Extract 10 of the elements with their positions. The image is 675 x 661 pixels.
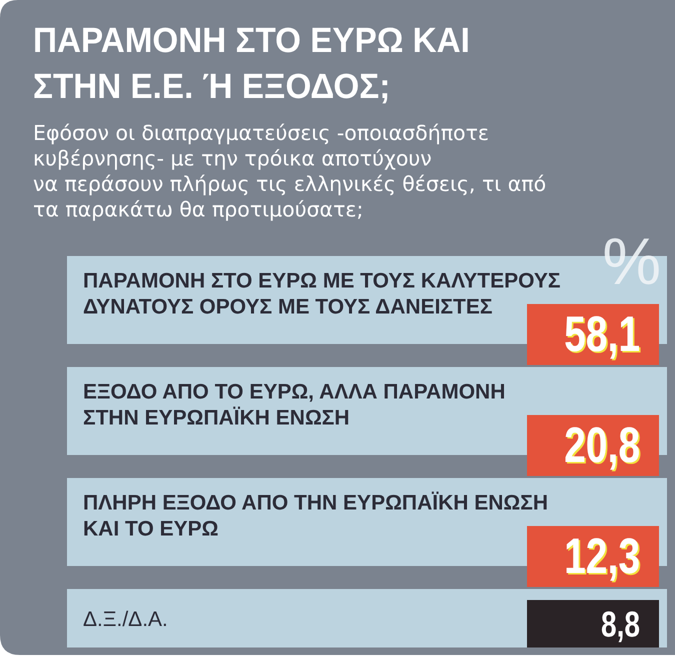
data-label: 58,1 [564, 305, 640, 362]
text: Εφόσον οι διαπραγματεύσεις -οποιασδήποτε κυβέρνησης- με την τρόικα αποτύχουν να περάσουν πλήρως τις ελληνικές θέσεις, τι από τα παρακάτω θα προτιμούσατε; [33, 121, 546, 222]
category-label: ΠΛΗΡΗ ΕΞΟΔΟ ΑΠΟ ΤΗΝ ΕΥΡΩΠΑΪΚΗ ΕΝΩΣΗ ΚΑΙ ΤΟ ΕΥΡΩ [83, 492, 548, 540]
category-label: ΠΑΡΑΜΟΝΗ ΣΤΟ ΕΥΡΩ ΜΕ ΤΟΥΣ ΚΑΛΥΤΕΡΟΥΣ ΔΥΝΑΤΟΥΣ ΟΡΟΥΣ ΜΕ ΤΟΥΣ ΔΑΝΕΙΣΤΕΣ [83, 270, 560, 318]
text: ΠΑΡΑΜΟΝΗ ΣΤΟ ΕΥΡΩ ΚΑΙ ΣΤΗΝ Ε.Ε. Ή ΕΞΟΔΟΣ; [33, 21, 470, 106]
category-label: Δ.Ξ./Δ.Α. [83, 608, 168, 631]
data-label: 8,8 [600, 604, 640, 644]
data-label: 12,3 [564, 527, 640, 584]
data-label: 20,8 [564, 416, 640, 474]
category-label: ΕΞΟΔΟ ΑΠΟ ΤΟ ΕΥΡΩ, ΑΛΛΑ ΠΑΡΑΜΟΝΗ ΣΤΗΝ ΕΥΡΩΠΑΪΚΗ ΕΝΩΣΗ [83, 380, 506, 430]
